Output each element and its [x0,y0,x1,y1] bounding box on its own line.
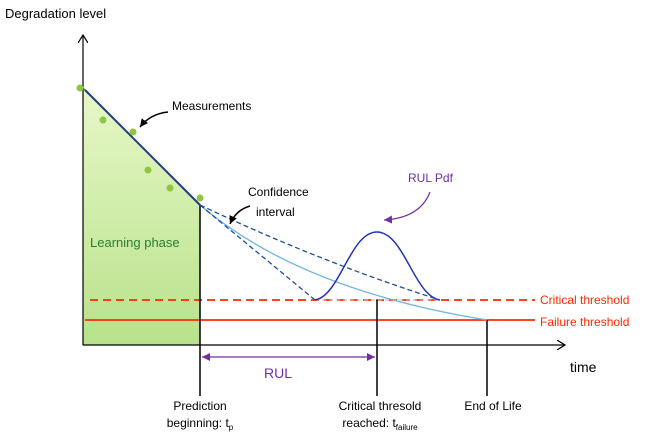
prediction-label: Prediction [173,399,226,413]
prediction-line-2: beginning: t [167,416,230,430]
prediction-label-2: beginning: tp [167,416,234,432]
critical-reached-line-1: Critical thresold [339,399,422,413]
confidence-arrow [229,205,251,225]
measurements-arrow [139,111,169,128]
critical-reached-line-2: reached: t [342,416,396,430]
learning-area [82,86,201,346]
prediction-curve [199,204,488,321]
subscript: p [229,423,234,432]
failure-threshold-label: Failure threshold [540,315,629,329]
rul-pdf-curve [314,231,441,301]
subscript: failure [396,423,418,432]
confidence-lower [199,204,316,301]
rul-pdf-arrow [383,191,431,224]
confidence-label-2: interval [256,205,295,219]
critical-reached-label: Critical thresold [339,399,422,413]
y-axis-label: Degradation level [5,6,106,21]
prediction-line-1: Prediction [173,399,226,413]
measurement-dots [76,84,204,202]
confidence-label-1: Confidence [248,185,309,199]
confidence-upper [199,204,441,301]
learning-phase-label: Learning phase [90,235,180,250]
rul-label: RUL [264,365,292,381]
critical-reached-label-2: reached: tfailure [342,416,418,432]
x-axis-label: time [570,359,597,375]
rul-pdf-label: RUL Pdf [408,171,454,185]
end-of-life-label: End of Life [464,399,522,413]
fit-line [84,89,201,206]
measurements-label: Measurements [172,99,251,113]
critical-threshold-label: Critical threshold [540,293,629,307]
